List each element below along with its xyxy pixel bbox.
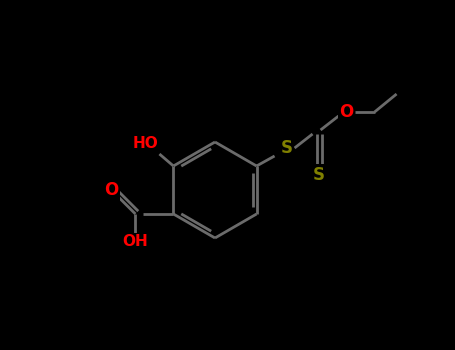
Text: O: O xyxy=(104,181,119,199)
Text: O: O xyxy=(339,103,354,121)
Text: S: S xyxy=(281,139,293,157)
Text: HO: HO xyxy=(132,136,158,152)
Text: S: S xyxy=(313,166,324,184)
Text: OH: OH xyxy=(122,234,148,250)
